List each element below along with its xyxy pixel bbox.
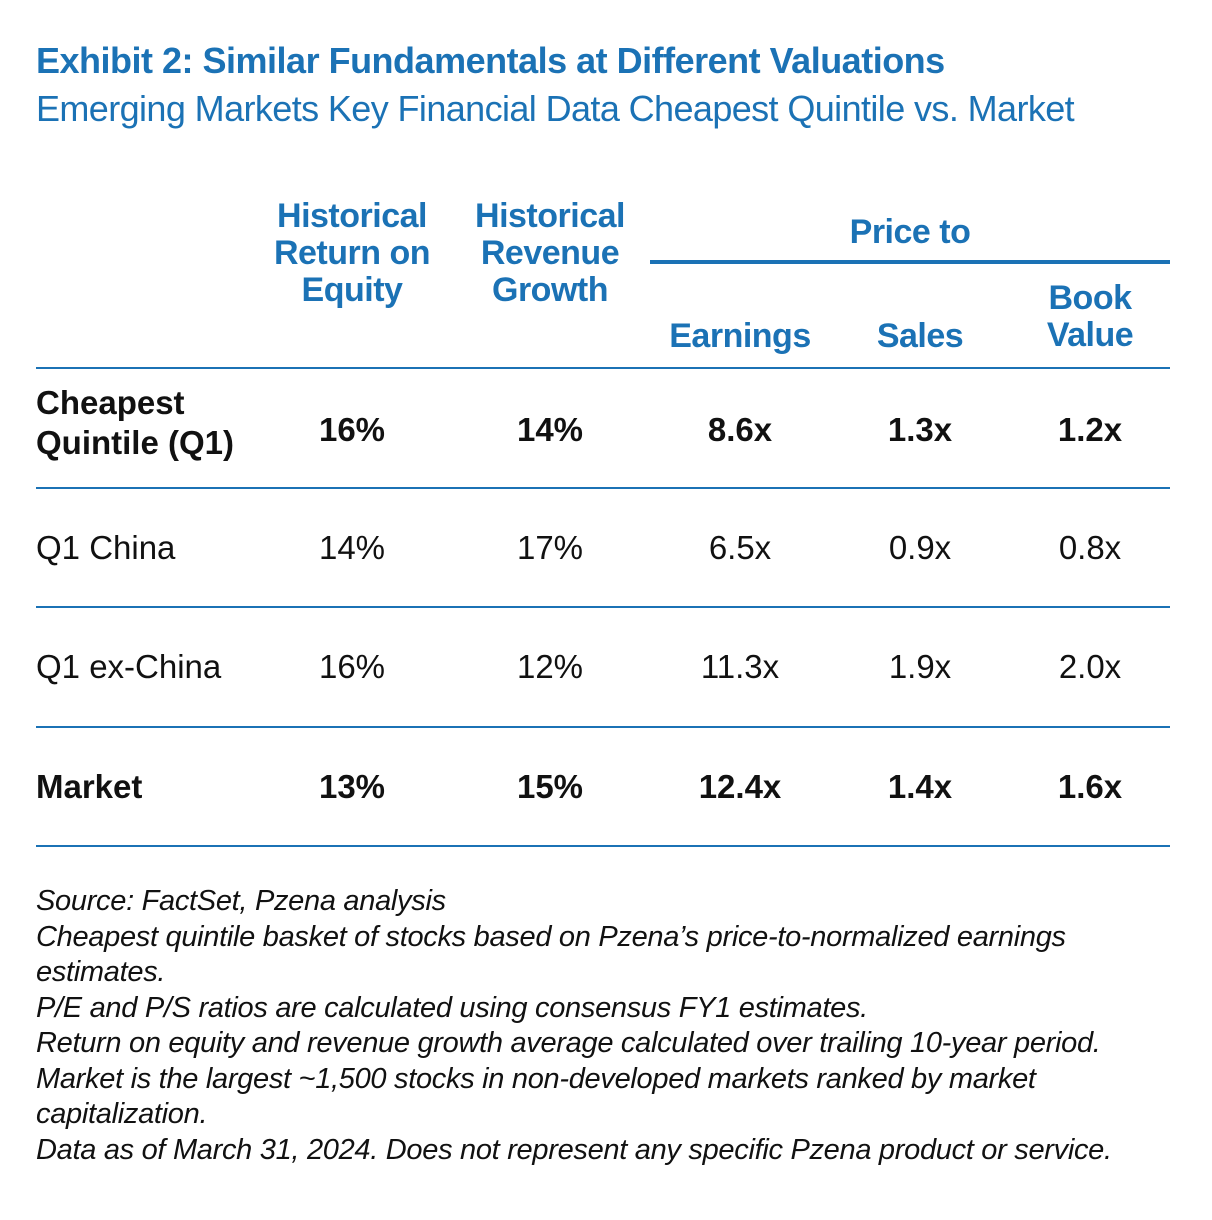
footnotes: Source: FactSet, Pzena analysis Cheapest… xyxy=(36,884,1186,1168)
table-cell: 14% xyxy=(516,411,584,448)
table-cell: 14% xyxy=(318,529,386,566)
group-header-rule xyxy=(650,260,1170,264)
table-cell: 1.2x xyxy=(1057,411,1123,448)
table-cell: 13% xyxy=(318,768,386,805)
col-header-book-value-line2: Value xyxy=(1046,316,1134,354)
row-label-q1-china: Q1 China xyxy=(36,529,176,566)
table-cell: 0.9x xyxy=(888,529,952,566)
col-header-sales: Sales xyxy=(876,317,964,355)
table-cell: 17% xyxy=(516,529,584,566)
table-cell: 16% xyxy=(318,411,386,448)
table-cell: 12.4x xyxy=(698,768,782,805)
col-header-roe-line2: Return on xyxy=(273,234,431,272)
row-label-cheapest-quintile: Cheapest Quintile (Q1) xyxy=(36,383,234,463)
table-cell: 16% xyxy=(318,648,386,685)
table-bottom-rule xyxy=(36,845,1170,847)
col-header-revenue-line2: Revenue xyxy=(480,234,620,272)
row-divider xyxy=(36,606,1170,608)
table-cell: 1.9x xyxy=(888,648,952,685)
table-cell: 6.5x xyxy=(708,529,772,566)
row-label-q1-ex-china: Q1 ex-China xyxy=(36,648,222,685)
col-header-revenue-line3: Growth xyxy=(492,271,608,309)
footnote-line: Market is the largest ~1,500 stocks in n… xyxy=(36,1062,1036,1095)
col-header-roe: Historical Return on Equity xyxy=(252,198,452,309)
row-divider xyxy=(36,726,1170,728)
row-divider xyxy=(36,487,1170,489)
col-header-earnings: Earnings xyxy=(669,317,811,355)
footnote-source: Source: FactSet, Pzena analysis xyxy=(36,885,446,917)
row-label-market: Market xyxy=(36,768,143,805)
footnote-line: P/E and P/S ratios are calculated using … xyxy=(36,991,868,1024)
table-cell: 1.6x xyxy=(1057,768,1123,805)
header-rule xyxy=(36,367,1170,369)
col-header-roe-line1: Historical xyxy=(277,197,427,235)
group-header-price-to: Price to xyxy=(849,213,971,251)
table-cell: 1.3x xyxy=(887,411,953,448)
footnote-line: Return on equity and revenue growth aver… xyxy=(36,1027,1101,1059)
row-label-cheapest-line2: Quintile (Q1) xyxy=(36,424,234,461)
table-cell: 1.4x xyxy=(887,768,953,805)
footnote-line: Cheapest quintile basket of stocks based… xyxy=(36,920,1066,953)
col-header-revenue-line1: Historical xyxy=(475,197,625,235)
table-cell: 8.6x xyxy=(707,411,773,448)
footnote-line: estimates. xyxy=(36,956,166,988)
table-cell: 2.0x xyxy=(1058,648,1122,685)
footnote-line: Data as of March 31, 2024. Does not repr… xyxy=(36,1133,1112,1166)
col-header-book-value: Book Value xyxy=(1000,280,1180,354)
exhibit-subtitle: Emerging Markets Key Financial Data Chea… xyxy=(36,88,1075,129)
col-header-revenue: Historical Revenue Growth xyxy=(450,198,650,309)
footnote-line: capitalization. xyxy=(36,1098,208,1130)
exhibit-title: Exhibit 2: Similar Fundamentals at Diffe… xyxy=(36,40,945,81)
col-header-book-value-line1: Book xyxy=(1048,279,1133,317)
row-label-cheapest-line1: Cheapest xyxy=(36,384,185,421)
table-cell: 15% xyxy=(516,768,584,805)
col-header-roe-line3: Equity xyxy=(301,271,403,309)
table-cell: 0.8x xyxy=(1058,529,1122,566)
table-cell: 11.3x xyxy=(700,648,780,685)
table-cell: 12% xyxy=(516,648,584,685)
